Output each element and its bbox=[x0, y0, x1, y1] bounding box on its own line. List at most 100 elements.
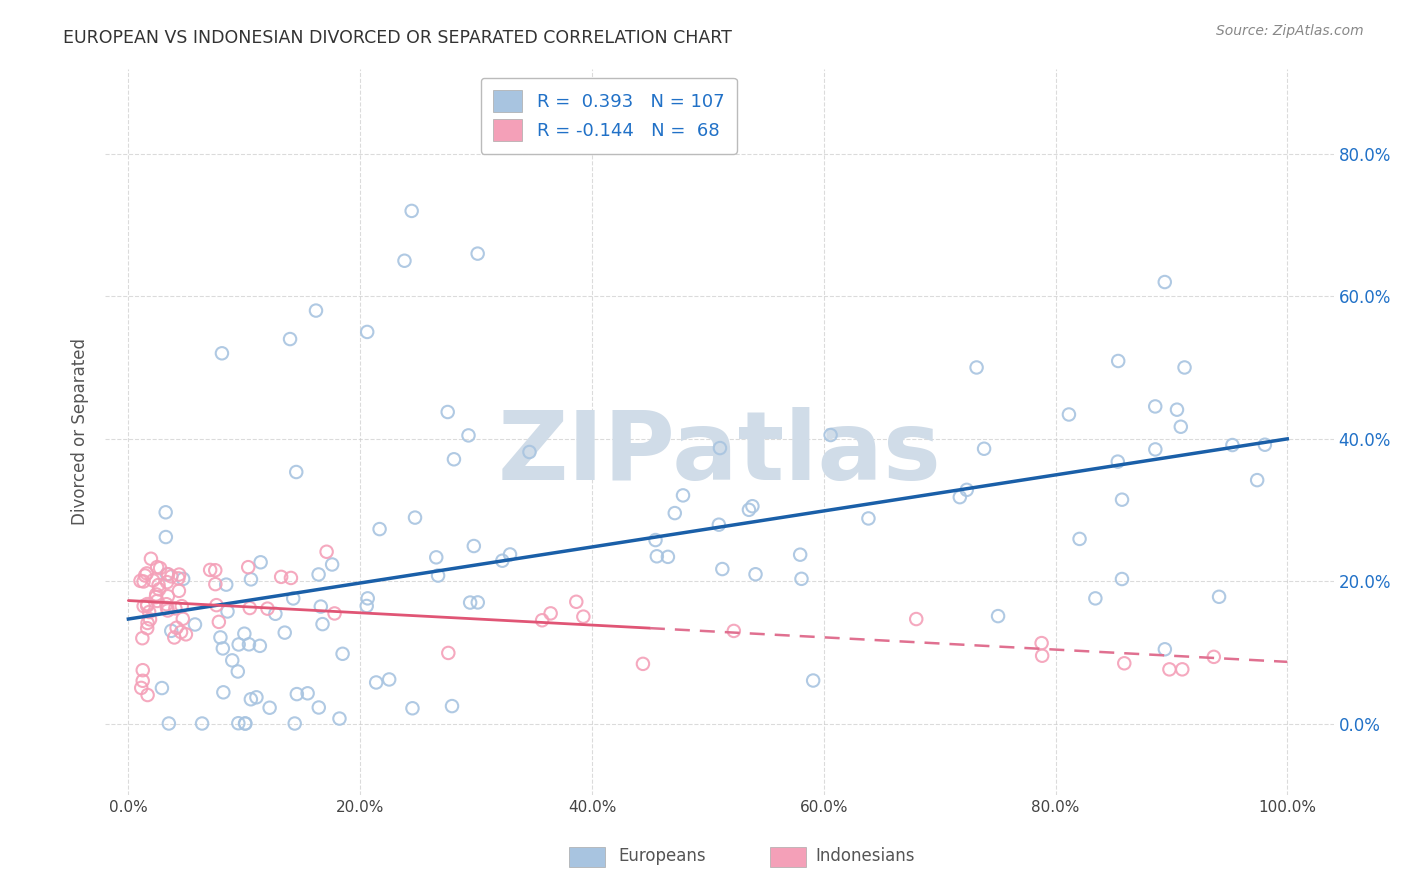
Point bbox=[1031, 636, 1053, 650]
Point bbox=[1031, 648, 1053, 663]
Point bbox=[129, 574, 152, 588]
Point bbox=[1208, 590, 1230, 604]
Point bbox=[239, 692, 262, 706]
Point bbox=[155, 597, 177, 611]
Point bbox=[157, 567, 180, 582]
Point bbox=[172, 612, 194, 626]
Point bbox=[458, 596, 481, 610]
Point bbox=[228, 638, 250, 652]
Point bbox=[136, 599, 159, 613]
Point bbox=[1114, 657, 1136, 671]
Point bbox=[155, 530, 177, 544]
Point bbox=[1111, 492, 1133, 507]
Point bbox=[278, 332, 301, 346]
Point bbox=[145, 590, 167, 604]
Point bbox=[1170, 419, 1192, 434]
Point bbox=[644, 533, 666, 547]
Point bbox=[221, 653, 243, 667]
Point bbox=[170, 599, 193, 614]
Point bbox=[249, 555, 271, 569]
Point bbox=[146, 594, 169, 608]
Point bbox=[235, 716, 257, 731]
Point bbox=[156, 567, 179, 582]
Point bbox=[274, 625, 297, 640]
Point bbox=[139, 612, 162, 626]
Point bbox=[467, 595, 489, 609]
Point bbox=[1159, 662, 1181, 676]
Point bbox=[280, 571, 302, 585]
Point bbox=[565, 595, 588, 609]
Point bbox=[437, 646, 460, 660]
Point bbox=[401, 701, 423, 715]
Point bbox=[163, 631, 186, 645]
Point bbox=[238, 560, 260, 574]
Point bbox=[156, 603, 179, 617]
Point bbox=[249, 639, 271, 653]
Point bbox=[285, 687, 308, 701]
Point bbox=[1171, 662, 1194, 676]
Point bbox=[315, 545, 337, 559]
Point bbox=[820, 428, 842, 442]
Point bbox=[217, 605, 239, 619]
Point bbox=[156, 575, 179, 590]
Point bbox=[170, 625, 193, 640]
Point bbox=[157, 716, 180, 731]
Point bbox=[204, 563, 226, 577]
Point bbox=[966, 360, 988, 375]
Point bbox=[136, 615, 159, 630]
Point bbox=[1166, 402, 1188, 417]
Point bbox=[790, 572, 813, 586]
Point bbox=[378, 673, 401, 687]
Point bbox=[519, 445, 541, 459]
Point bbox=[283, 591, 305, 606]
Point bbox=[1202, 649, 1225, 664]
Point bbox=[215, 577, 238, 591]
Point bbox=[366, 675, 388, 690]
Point bbox=[711, 562, 734, 576]
Point bbox=[259, 700, 281, 714]
Point bbox=[956, 483, 979, 497]
Point bbox=[233, 626, 256, 640]
Point bbox=[129, 681, 152, 695]
Point bbox=[321, 558, 343, 572]
Point bbox=[131, 631, 153, 645]
Point bbox=[463, 539, 485, 553]
Point bbox=[436, 405, 458, 419]
Point bbox=[467, 246, 489, 260]
Point bbox=[239, 601, 262, 615]
Point bbox=[146, 560, 169, 574]
Point bbox=[973, 442, 995, 456]
Point bbox=[160, 624, 183, 638]
Point bbox=[1153, 275, 1175, 289]
Text: EUROPEAN VS INDONESIAN DIVORCED OR SEPARATED CORRELATION CHART: EUROPEAN VS INDONESIAN DIVORCED OR SEPAR… bbox=[63, 29, 733, 46]
Point bbox=[136, 621, 159, 635]
Point bbox=[165, 601, 187, 615]
Point bbox=[645, 549, 668, 564]
Point bbox=[166, 621, 188, 635]
Point bbox=[401, 203, 423, 218]
Point bbox=[132, 574, 155, 589]
Point bbox=[172, 572, 194, 586]
Point bbox=[174, 627, 197, 641]
Point bbox=[394, 253, 416, 268]
Point bbox=[368, 522, 391, 536]
Point bbox=[198, 563, 221, 577]
Point bbox=[801, 673, 824, 688]
Point bbox=[211, 346, 233, 360]
Point bbox=[572, 609, 595, 624]
Point bbox=[270, 570, 292, 584]
Point bbox=[297, 686, 319, 700]
Point bbox=[136, 688, 159, 702]
Point bbox=[738, 503, 761, 517]
Point bbox=[309, 599, 332, 614]
Point bbox=[987, 609, 1010, 624]
Point bbox=[308, 567, 330, 582]
Point bbox=[212, 685, 235, 699]
Point bbox=[191, 716, 214, 731]
Point bbox=[285, 465, 308, 479]
Point bbox=[457, 428, 479, 442]
Point bbox=[1173, 360, 1195, 375]
Point bbox=[332, 647, 354, 661]
Legend: R =  0.393   N = 107, R = -0.144   N =  68: R = 0.393 N = 107, R = -0.144 N = 68 bbox=[481, 78, 737, 154]
Point bbox=[134, 568, 156, 582]
